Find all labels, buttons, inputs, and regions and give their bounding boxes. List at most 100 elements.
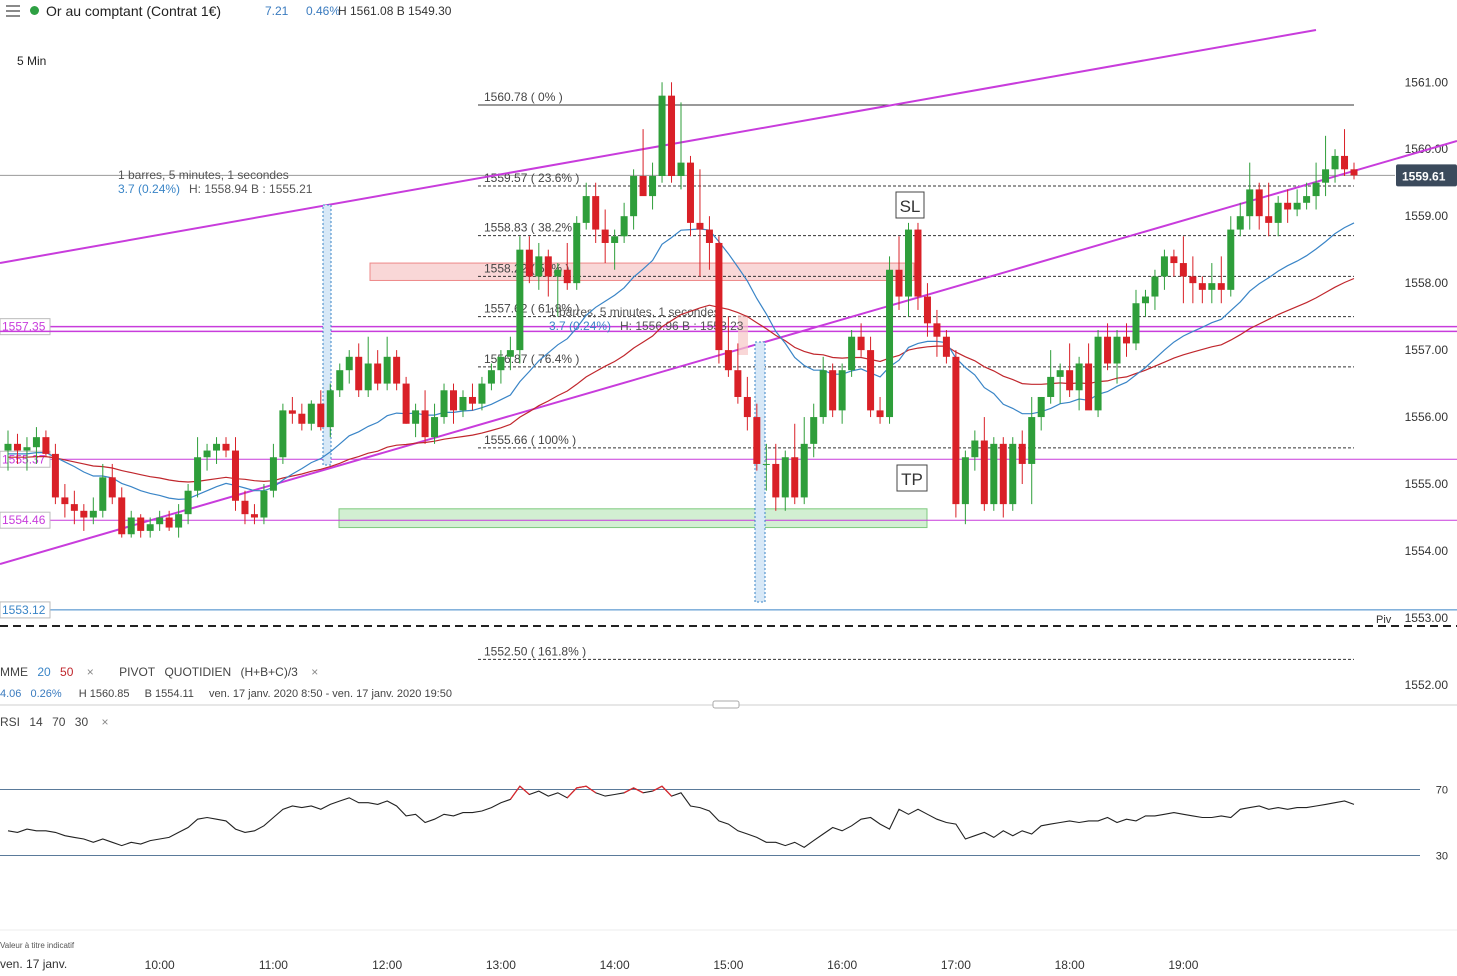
candle-body[interactable] xyxy=(1066,370,1074,391)
candle-body[interactable] xyxy=(1047,376,1055,397)
candle-body[interactable] xyxy=(1284,202,1292,210)
candle-body[interactable] xyxy=(51,453,59,498)
candle-body[interactable] xyxy=(867,350,875,411)
candle-body[interactable] xyxy=(374,363,382,384)
candle-body[interactable] xyxy=(421,410,429,438)
candle-body[interactable] xyxy=(990,443,998,505)
candle-body[interactable] xyxy=(355,356,363,391)
candle-body[interactable] xyxy=(800,443,808,498)
candle-body[interactable] xyxy=(61,497,69,505)
candle-body[interactable] xyxy=(611,236,619,243)
tp-annotation-box[interactable] xyxy=(896,464,928,492)
candle-body[interactable] xyxy=(696,222,704,230)
candle-body[interactable] xyxy=(1179,263,1187,277)
candle-body[interactable] xyxy=(156,517,164,525)
candle-body[interactable] xyxy=(184,490,192,515)
candle-body[interactable] xyxy=(1018,443,1026,464)
take-profit-zone[interactable] xyxy=(338,508,928,529)
candle-body[interactable] xyxy=(412,410,420,424)
candle-body[interactable] xyxy=(1056,370,1064,377)
candle-body[interactable] xyxy=(1075,363,1083,391)
candle-body[interactable] xyxy=(222,443,230,451)
candle-body[interactable] xyxy=(1293,202,1301,210)
candle-body[interactable] xyxy=(895,269,903,297)
candle-body[interactable] xyxy=(686,162,694,223)
candle-body[interactable] xyxy=(260,490,268,518)
candle-body[interactable] xyxy=(269,457,277,491)
candle-body[interactable] xyxy=(933,323,941,337)
instrument-title[interactable]: Or au comptant (Contrat 1€) xyxy=(46,3,222,19)
candle-body[interactable] xyxy=(1113,336,1121,364)
candle-body[interactable] xyxy=(165,517,173,528)
candle-body[interactable] xyxy=(544,256,552,277)
candle-body[interactable] xyxy=(601,229,609,243)
candle-body[interactable] xyxy=(914,229,922,297)
candle-body[interactable] xyxy=(1037,396,1045,418)
candle-body[interactable] xyxy=(762,463,770,465)
candle-body[interactable] xyxy=(1085,363,1093,411)
candle-body[interactable] xyxy=(1255,189,1263,217)
candle-body[interactable] xyxy=(288,410,296,414)
candle-body[interactable] xyxy=(402,383,410,424)
candle-body[interactable] xyxy=(923,296,931,324)
stop-loss-zone[interactable] xyxy=(369,262,915,281)
candle-body[interactable] xyxy=(677,162,685,177)
candle-body[interactable] xyxy=(1236,216,1244,230)
candle-body[interactable] xyxy=(791,457,799,498)
candle-body[interactable] xyxy=(70,504,78,511)
candle-body[interactable] xyxy=(1189,276,1197,284)
pivot-legend-label[interactable]: PIVOT xyxy=(119,665,156,679)
candle-body[interactable] xyxy=(32,437,40,448)
candle-body[interactable] xyxy=(1341,155,1349,170)
candle-body[interactable] xyxy=(848,336,856,371)
candle-body[interactable] xyxy=(42,437,50,454)
hamburger-menu-icon[interactable] xyxy=(6,2,20,20)
candle-body[interactable] xyxy=(1246,189,1254,217)
candle-body[interactable] xyxy=(734,370,742,397)
candle-body[interactable] xyxy=(89,510,97,518)
candle-body[interactable] xyxy=(724,350,732,371)
candle-body[interactable] xyxy=(980,440,988,505)
candle-body[interactable] xyxy=(127,517,135,535)
candle-body[interactable] xyxy=(857,336,865,351)
candle-body[interactable] xyxy=(705,229,713,243)
candle-body[interactable] xyxy=(639,176,647,197)
candle-body[interactable] xyxy=(535,256,543,277)
candle-body[interactable] xyxy=(942,336,950,357)
candle-body[interactable] xyxy=(743,396,751,418)
panel-resize-handle[interactable] xyxy=(712,700,740,709)
candle-body[interactable] xyxy=(1151,276,1159,297)
candle-body[interactable] xyxy=(345,356,353,371)
candle-body[interactable] xyxy=(450,390,458,411)
candle-body[interactable] xyxy=(1198,283,1206,290)
candle-body[interactable] xyxy=(592,196,600,230)
candle-body[interactable] xyxy=(838,370,846,411)
candle-body[interactable] xyxy=(1132,303,1140,344)
ema-legend-label[interactable]: MME xyxy=(0,665,28,679)
candle-body[interactable] xyxy=(478,383,486,404)
candle-body[interactable] xyxy=(364,363,372,391)
candle-body[interactable] xyxy=(819,370,827,418)
candle-body[interactable] xyxy=(487,370,495,384)
candle-body[interactable] xyxy=(108,477,116,498)
candle-body[interactable] xyxy=(203,450,211,458)
candle-body[interactable] xyxy=(1265,216,1273,223)
candle-body[interactable] xyxy=(118,497,126,535)
sl-annotation-box[interactable] xyxy=(895,191,925,219)
candle-body[interactable] xyxy=(506,350,514,357)
remove-rsi-close-icon[interactable]: × xyxy=(101,715,109,729)
candle-body[interactable] xyxy=(213,443,221,451)
candle-body[interactable] xyxy=(886,269,894,418)
candle-body[interactable] xyxy=(1208,283,1216,290)
candle-body[interactable] xyxy=(137,517,145,531)
candle-body[interactable] xyxy=(4,443,12,451)
candle-body[interactable] xyxy=(620,216,628,237)
candle-body[interactable] xyxy=(1170,256,1178,264)
candle-body[interactable] xyxy=(1141,296,1149,304)
candle-body[interactable] xyxy=(1312,182,1320,197)
candle-body[interactable] xyxy=(241,500,249,515)
candle-body[interactable] xyxy=(772,463,780,498)
candle-body[interactable] xyxy=(431,417,439,438)
candle-body[interactable] xyxy=(497,356,505,371)
